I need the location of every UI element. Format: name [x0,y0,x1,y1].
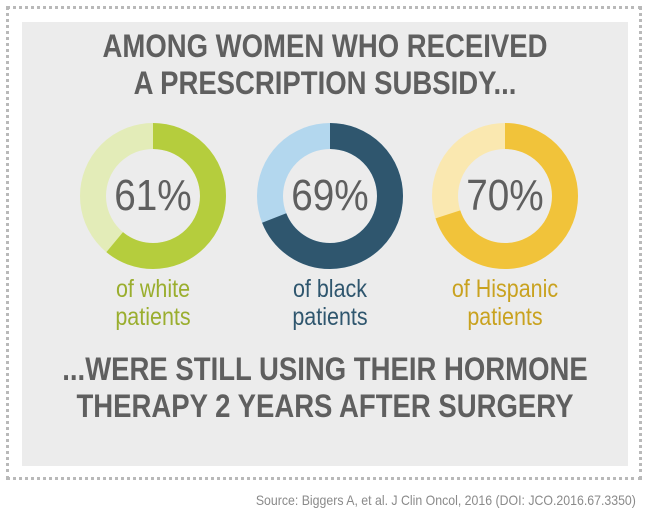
donut-black: 69% [256,122,404,270]
caption-black: of black patients [248,275,411,331]
caption-line2-black: patients [292,303,368,331]
donut-svg-white [80,123,226,269]
dotted-border [6,6,642,480]
caption-hispanic: of Hispanic patients [423,275,586,331]
caption-line1-white: of white [115,275,191,303]
caption-line2-hispanic: patients [467,303,543,331]
headline-bottom: ...WERE STILL USING THEIR HORMONE THERAP… [46,351,605,425]
percent-label-white: 61% [114,171,192,220]
headline-top-line2: A PRESCRIPTION SUBSIDY... [133,65,517,101]
donut-arc-hispanic [432,123,578,269]
source-citation: Source: Biggers A, et al. J Clin Oncol, … [255,492,636,508]
headline-top-line1: AMONG WOMEN WHO RECEIVED [102,28,548,64]
headline-top: AMONG WOMEN WHO RECEIVED A PRESCRIPTION … [46,28,605,102]
headline-bottom-line1: ...WERE STILL USING THEIR HORMONE [62,351,588,387]
donut-white: 61% [79,122,227,270]
percent-label-black: 69% [291,171,369,220]
donut-arc-white [80,123,226,269]
caption-line1-hispanic: of Hispanic [451,275,559,303]
donut-svg-hispanic [432,123,578,269]
headline-bottom-line2: THERAPY 2 YEARS AFTER SURGERY [76,388,574,424]
donut-hispanic: 70% [431,122,579,270]
donut-svg-black [257,123,403,269]
caption-line1-black: of black [292,275,368,303]
percent-label-hispanic: 70% [466,171,544,220]
caption-line2-white: patients [115,303,191,331]
donut-arc-black [257,123,403,269]
caption-white: of white patients [71,275,234,331]
